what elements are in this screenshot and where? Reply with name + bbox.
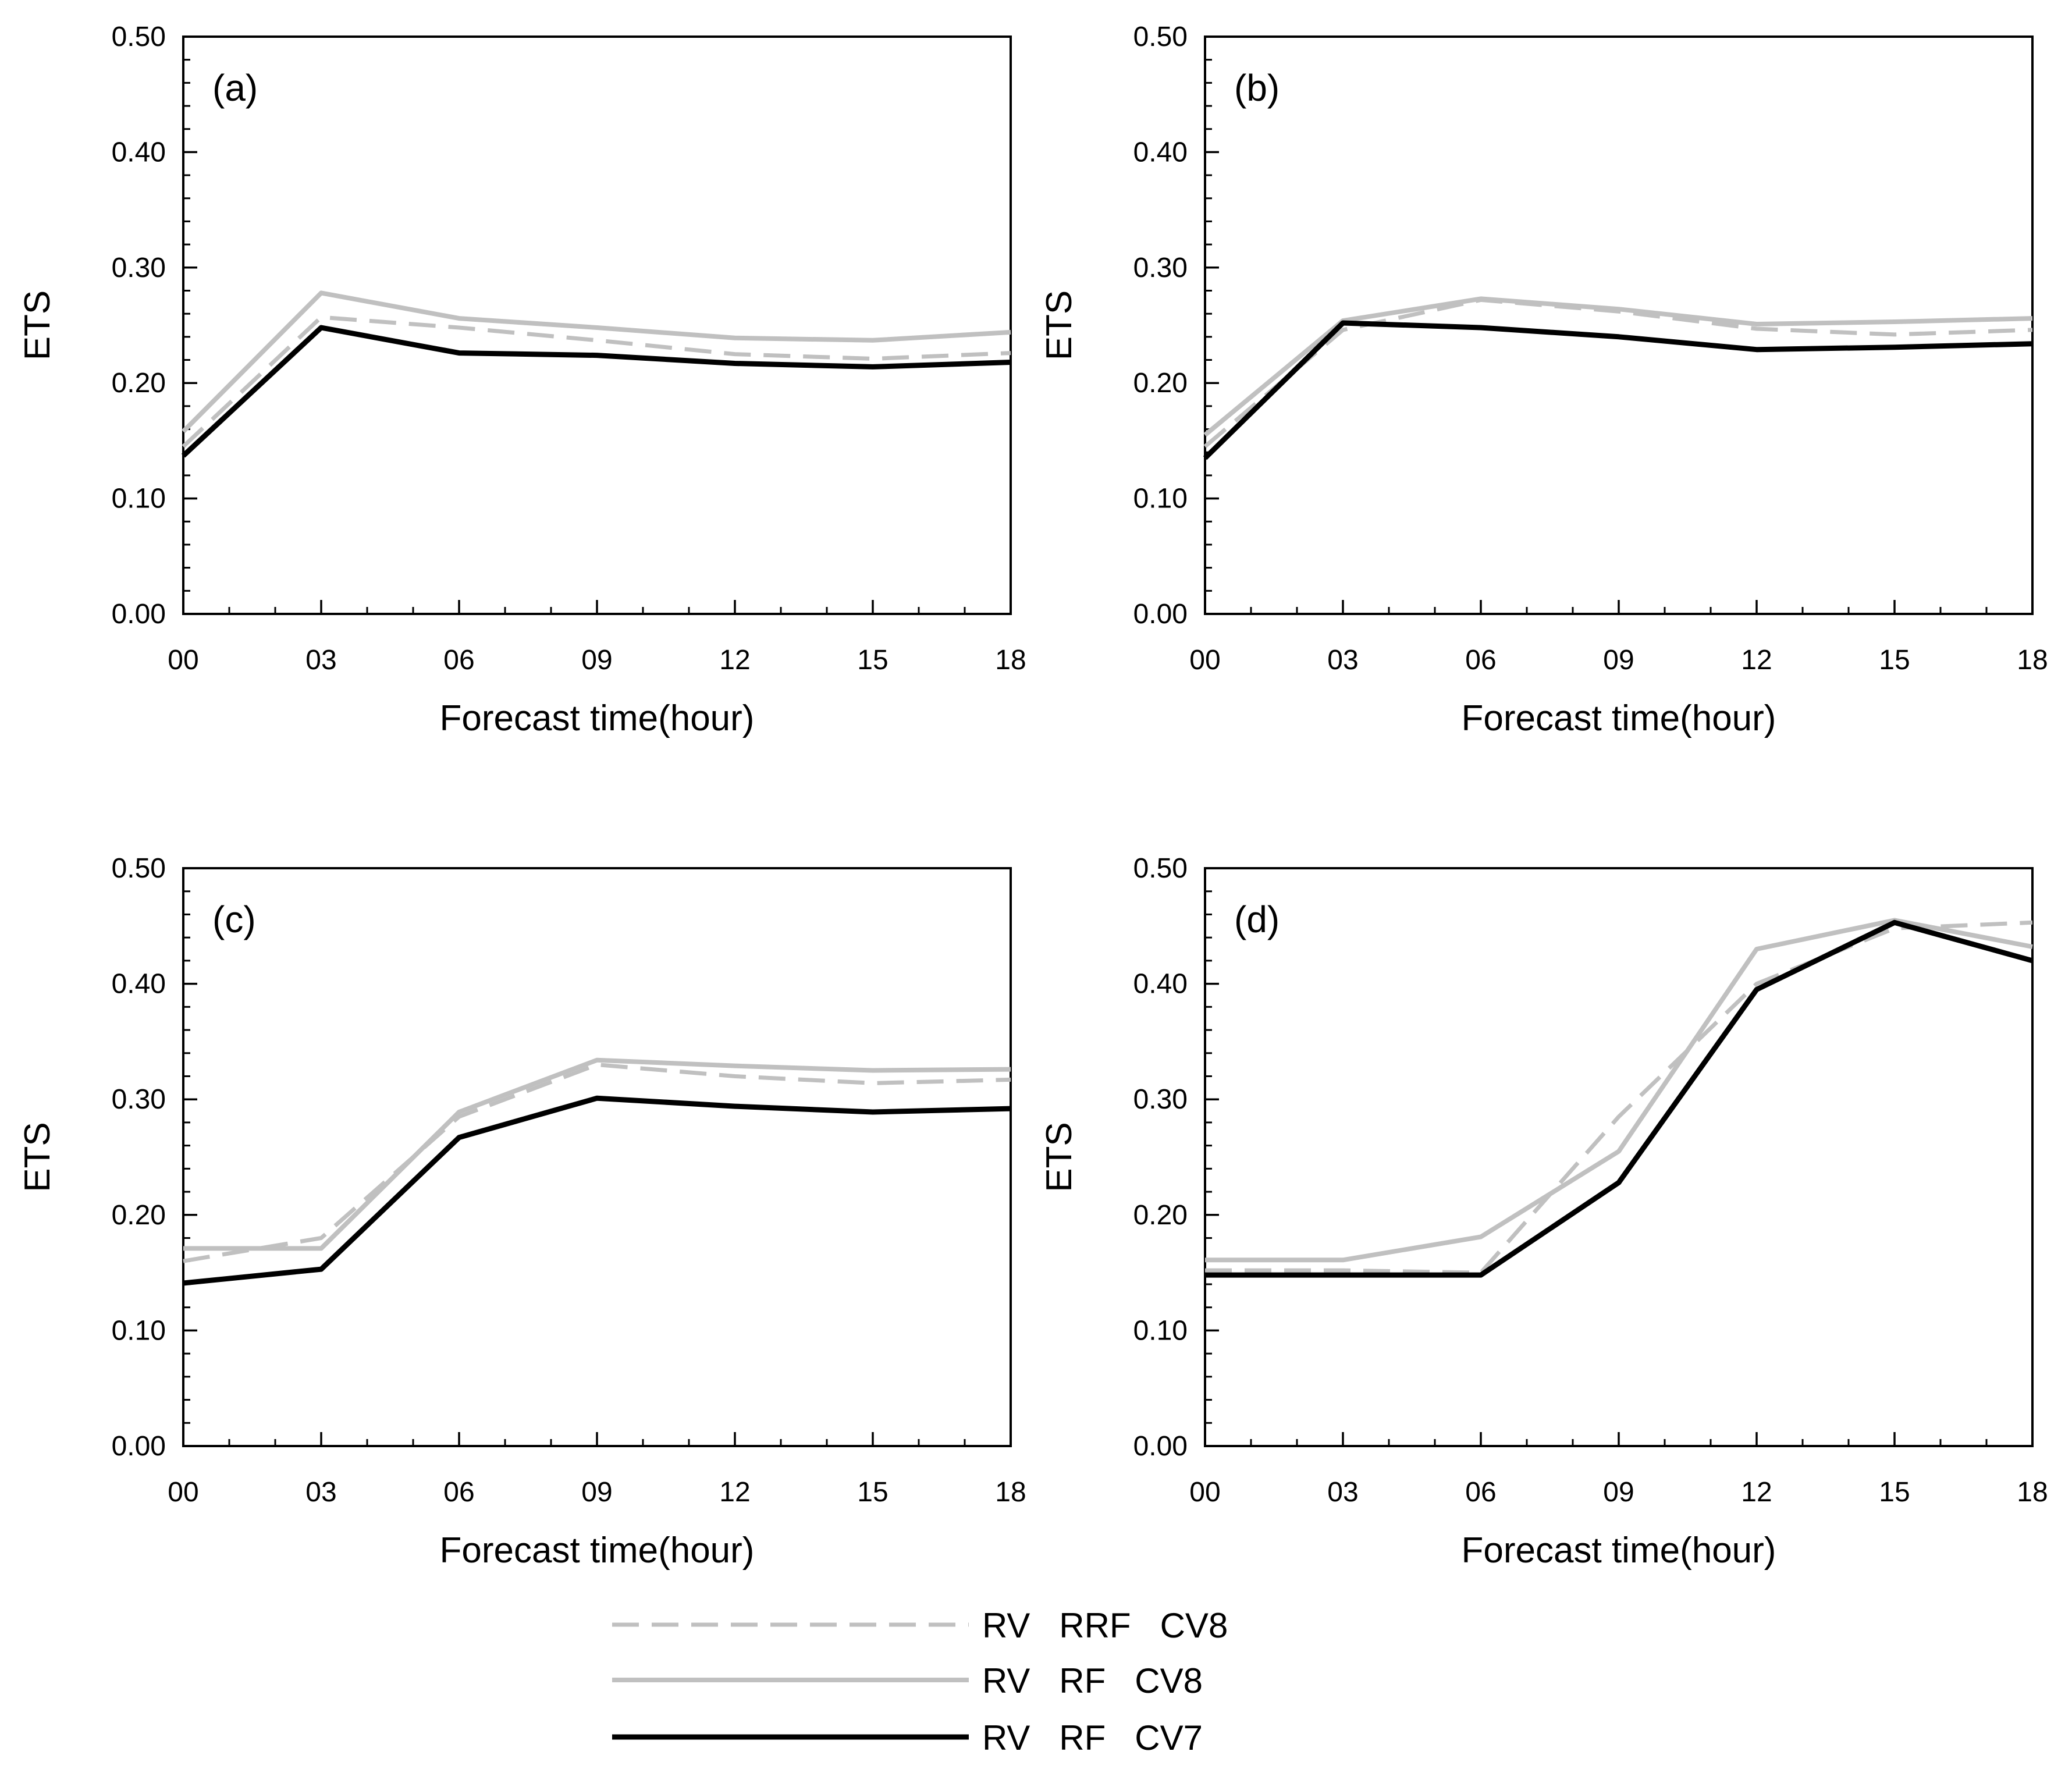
x-tick-label: 03 [305, 645, 336, 676]
x-tick-label: 18 [2017, 1477, 2048, 1508]
x-tick-label: 00 [168, 1477, 198, 1508]
panel-c: 0.00 0.10 0.20 0.30 0.40 0.50 00 03 06 09 12 15 18 Fo… [17, 853, 1026, 1571]
x-tick-label: 00 [1189, 645, 1220, 676]
x-tick-label: 18 [995, 645, 1026, 676]
y-tick-label: 0.30 [1133, 1084, 1188, 1115]
x-tick-label: 15 [857, 645, 888, 676]
y-axis-title: ETS [17, 290, 58, 361]
legend-label-rf-cv7: RV RF CV7 [982, 1718, 1203, 1757]
x-tick-label: 09 [1603, 645, 1634, 676]
y-tick-label: 0.50 [1133, 22, 1188, 52]
y-axis-title: ETS [17, 1122, 58, 1192]
x-tick-label: 06 [443, 645, 474, 676]
y-tick-label: 0.40 [1133, 137, 1188, 168]
x-tick-label: 12 [1741, 645, 1772, 676]
x-tick-label: 09 [1603, 1477, 1634, 1508]
plot-frame-c [182, 867, 1012, 1447]
x-tick-label: 00 [168, 645, 198, 676]
x-tick-label: 12 [1741, 1477, 1772, 1508]
panel-b: 0.00 0.10 0.20 0.30 0.40 0.50 00 03 06 09 12 15 18 Fo… [1039, 22, 2048, 738]
y-tick-label: 0.20 [1133, 368, 1188, 399]
panel-d: 0.00 0.10 0.20 0.30 0.40 0.50 00 03 06 09 12 15 18 Fo… [1039, 853, 2048, 1571]
y-tick-label: 0.50 [1133, 853, 1188, 884]
y-tick-label: 0.20 [112, 1200, 166, 1231]
series-line-rf-cv7 [183, 1095, 1011, 1286]
x-tick-label: 00 [1189, 1477, 1220, 1508]
x-tick-label: 18 [2017, 645, 2048, 676]
series-line-rf-cv7 [181, 325, 1011, 458]
legend-label-rrf-cv8: RV RRF CV8 [982, 1606, 1228, 1645]
series-line-rrf-cv8 [182, 315, 1011, 448]
y-tick-label: 0.30 [1133, 253, 1188, 283]
plot-frame-b [1204, 35, 2034, 615]
y-tick-label: 0.50 [112, 853, 166, 884]
legend: RV RRF CV8 RV RF CV8 RV RF CV7 [612, 1606, 1228, 1757]
y-axis-title: ETS [1039, 1122, 1079, 1192]
x-tick-label: 03 [1327, 1477, 1358, 1508]
x-tick-label: 09 [581, 645, 612, 676]
series-line-rf-cv8 [1205, 918, 2033, 1263]
y-tick-label: 0.40 [112, 969, 166, 1000]
x-tick-label: 12 [719, 1477, 750, 1508]
x-tick-label: 15 [1879, 645, 1910, 676]
y-tick-label: 0.00 [1133, 599, 1188, 630]
series-line-rrf-cv8 [1205, 920, 2033, 1275]
y-tick-label: 0.10 [1133, 484, 1188, 514]
y-tick-label: 0.00 [112, 599, 166, 630]
y-tick-label: 0.10 [1133, 1315, 1188, 1346]
series-line-rf-cv7 [1205, 919, 2034, 1278]
x-tick-label: 15 [857, 1477, 888, 1508]
panel-label: (d) [1234, 898, 1280, 940]
panel-label: (a) [212, 67, 258, 109]
series-line-rf-cv7 [1203, 320, 2033, 460]
y-tick-label: 0.00 [112, 1431, 166, 1462]
y-tick-label: 0.30 [112, 1084, 166, 1115]
series-line-rrf-cv8 [183, 1063, 1011, 1263]
x-tick-label: 06 [1465, 645, 1496, 676]
panel-label: (b) [1234, 67, 1280, 109]
series-line-rf-cv8 [182, 290, 1011, 434]
x-tick-label: 06 [1465, 1477, 1496, 1508]
y-tick-label: 0.40 [1133, 969, 1188, 1000]
x-axis-title: Forecast time(hour) [440, 1530, 755, 1571]
legend-label-rf-cv8: RV RF CV8 [982, 1661, 1203, 1700]
x-tick-label: 03 [1327, 645, 1358, 676]
y-tick-label: 0.20 [1133, 1200, 1188, 1231]
y-tick-label: 0.20 [112, 368, 166, 399]
x-axis-title: Forecast time(hour) [1462, 1530, 1776, 1571]
x-tick-label: 06 [443, 1477, 474, 1508]
y-tick-label: 0.40 [112, 137, 166, 168]
plot-frame-d [1204, 867, 2034, 1447]
x-axis-title: Forecast time(hour) [440, 698, 755, 738]
x-tick-label: 18 [995, 1477, 1026, 1508]
y-axis-title: ETS [1039, 290, 1079, 361]
series-line-rf-cv8 [183, 1057, 1011, 1251]
x-tick-label: 03 [305, 1477, 336, 1508]
panel-label: (c) [212, 898, 256, 940]
y-tick-label: 0.00 [1133, 1431, 1188, 1462]
y-tick-label: 0.30 [112, 253, 166, 283]
x-tick-label: 15 [1879, 1477, 1910, 1508]
y-tick-label: 0.10 [112, 1315, 166, 1346]
y-tick-label: 0.10 [112, 484, 166, 514]
panel-a: 0.00 0.10 0.20 0.30 0.40 0.50 00 03 06 09 12 15 18 Fo… [17, 22, 1026, 738]
x-axis-title: Forecast time(hour) [1462, 698, 1776, 738]
y-tick-label: 0.50 [112, 22, 166, 52]
series-line-rf-cv8 [1203, 296, 2033, 437]
x-tick-label: 12 [719, 645, 750, 676]
x-tick-label: 09 [581, 1477, 612, 1508]
